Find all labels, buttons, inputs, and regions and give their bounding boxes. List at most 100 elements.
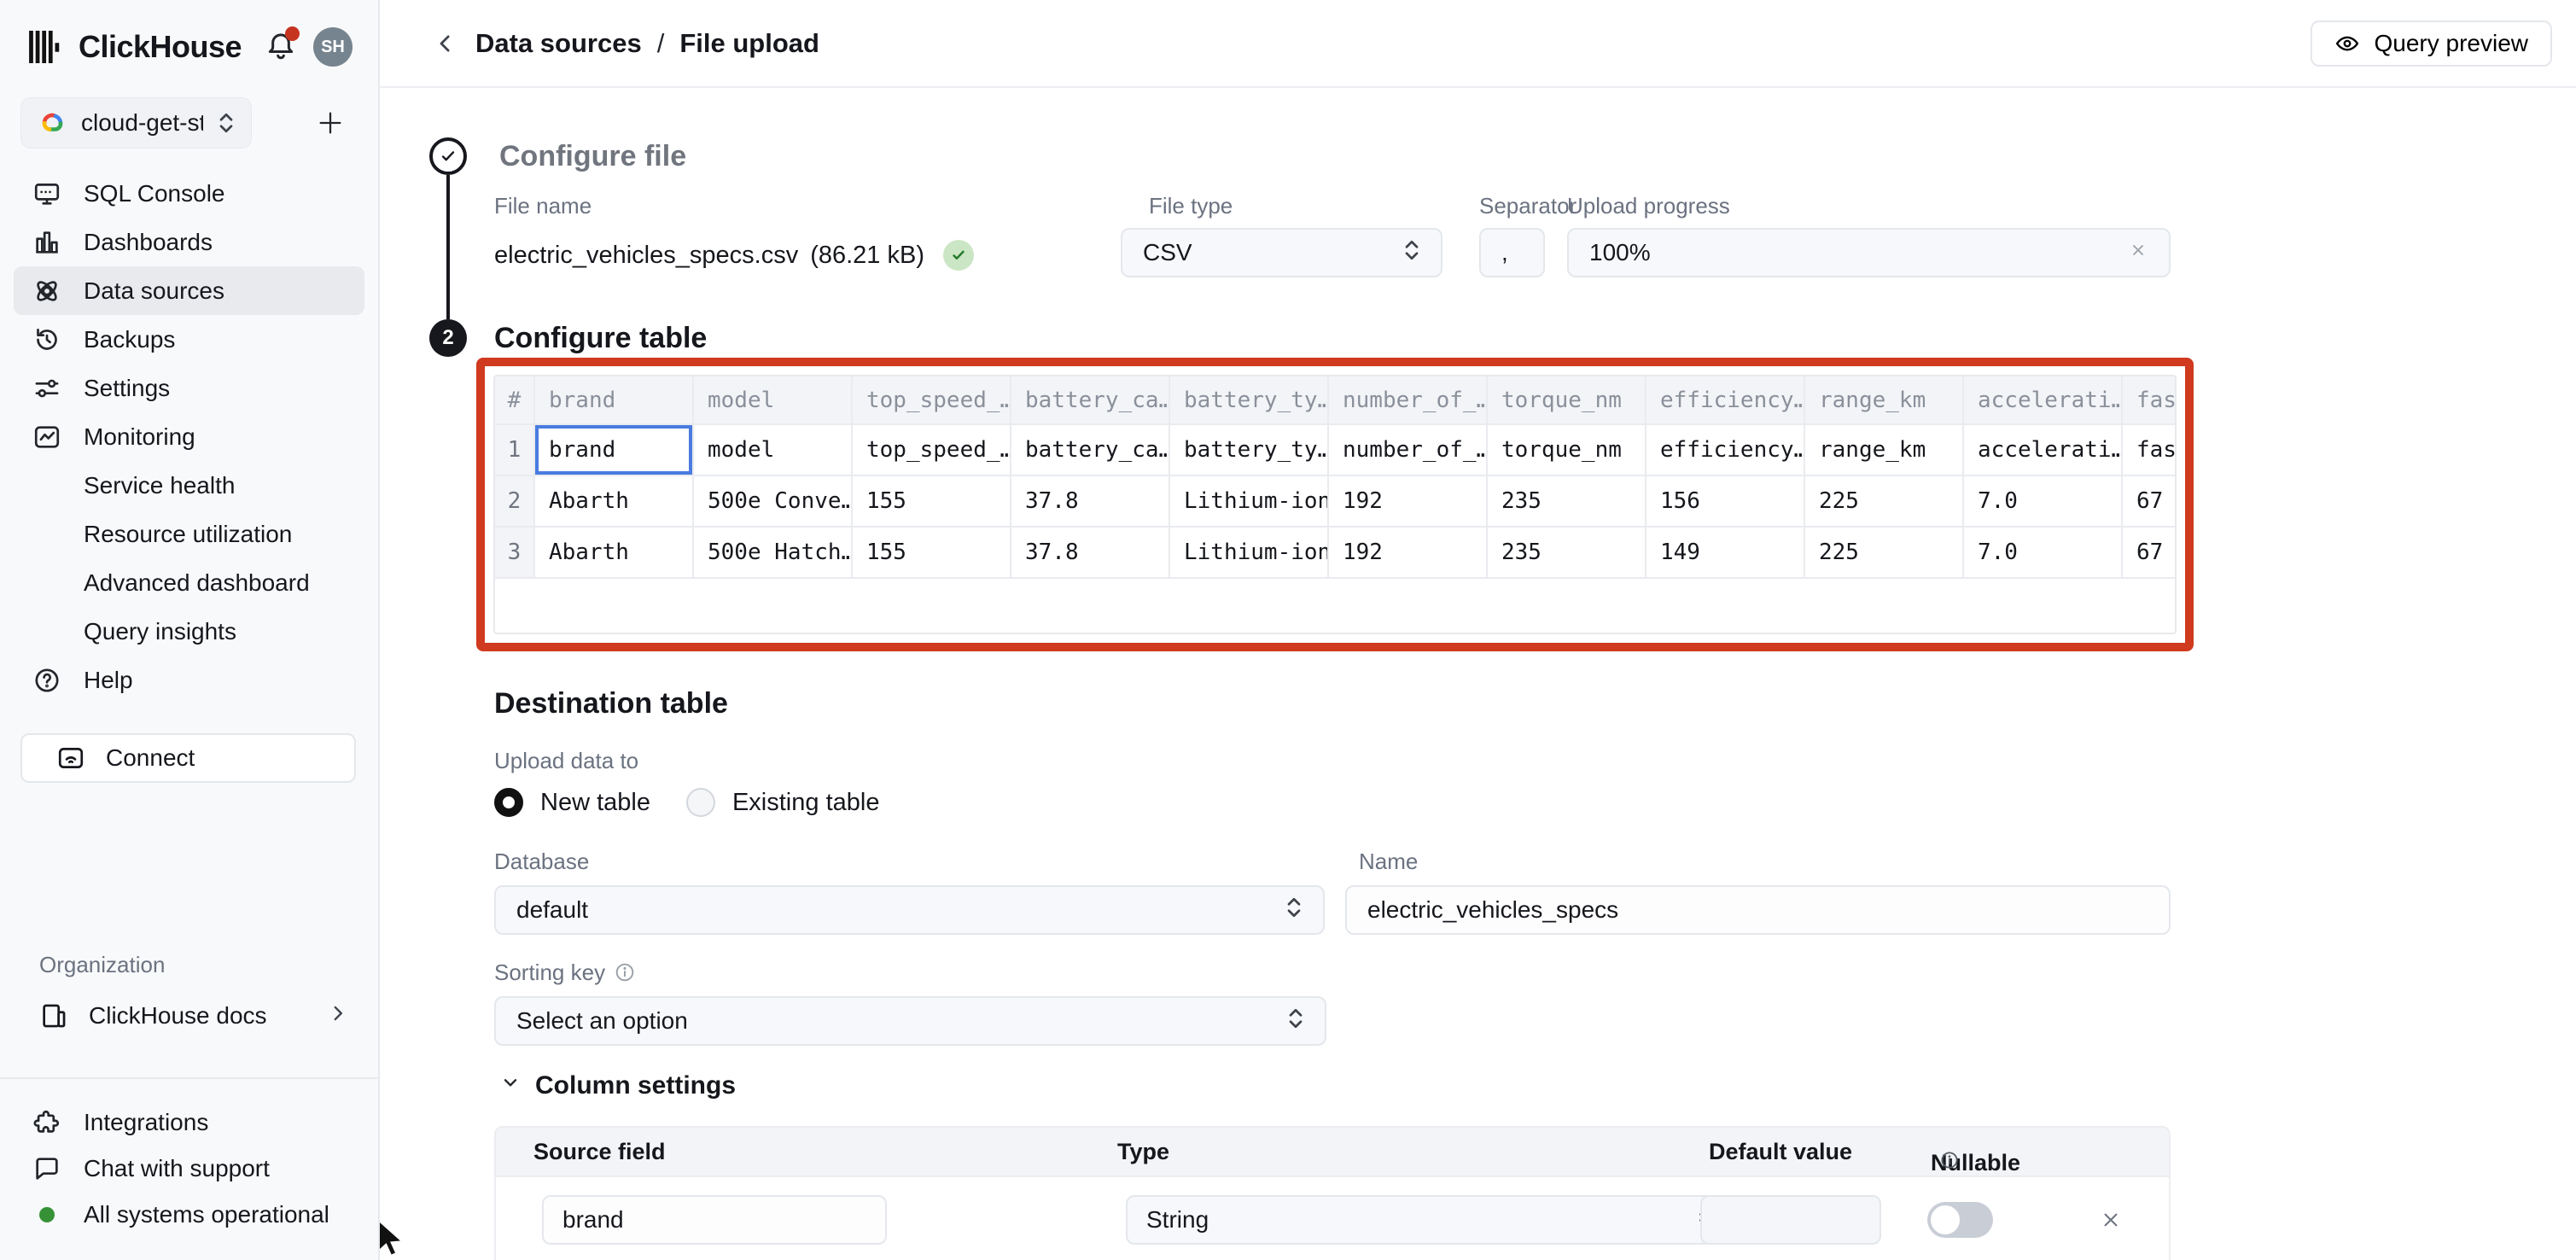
sidebar-item-dashboards[interactable]: Dashboards — [14, 218, 364, 266]
chevron-right-icon — [327, 1002, 349, 1030]
notifications-bell-icon[interactable] — [264, 26, 300, 64]
table-name-value: electric_vehicles_specs — [1367, 896, 1619, 923]
preview-row-number: 2 — [495, 475, 535, 528]
preview-cell: 7.0 — [1963, 475, 2123, 528]
step-1-complete-icon — [429, 137, 467, 175]
preview-cell: 500e Conve… — [693, 475, 853, 528]
upload-progress-input[interactable]: 100% — [1567, 228, 2171, 277]
breadcrumb: Data sources / File upload — [475, 28, 819, 59]
sidebar-item-query-insights[interactable]: Query insights — [14, 607, 364, 656]
sidebar-item-label: Monitoring — [84, 423, 195, 450]
preview-column-header: torque_nm — [1487, 376, 1646, 425]
preview-row-number: 1 — [495, 424, 535, 476]
avatar[interactable]: SH — [313, 27, 353, 67]
sidebar-item-sql-console[interactable]: SQL Console — [14, 169, 364, 218]
preview-cell[interactable]: torque_nm — [1487, 424, 1646, 476]
separator-input[interactable]: , — [1479, 228, 1545, 277]
breadcrumb-data-sources[interactable]: Data sources — [475, 27, 642, 58]
system-status-item[interactable]: All systems operational — [14, 1192, 364, 1238]
nullable-toggle[interactable] — [1927, 1202, 1993, 1238]
sidebar-nav: SQL Console Dashboards Data sources Back… — [14, 169, 364, 704]
integrations-item[interactable]: Integrations — [14, 1100, 364, 1146]
service-selector[interactable]: cloud-get-sta... — [20, 97, 252, 149]
integrations-label: Integrations — [84, 1109, 209, 1135]
chat-with-support-item[interactable]: Chat with support — [14, 1146, 364, 1192]
new-table-radio[interactable] — [494, 788, 523, 817]
clickhouse-docs-item[interactable]: ClickHouse docs — [39, 992, 349, 1040]
sidebar-item-label: Settings — [84, 374, 171, 401]
preview-cell: 235 — [1487, 527, 1646, 579]
query-preview-label: Query preview — [2374, 29, 2528, 56]
preview-column-header: brand — [534, 376, 694, 425]
preview-cell: 67 — [2122, 527, 2175, 579]
step-2-badge: 2 — [429, 319, 467, 357]
preview-cell[interactable]: range_km — [1804, 424, 1964, 476]
existing-table-label[interactable]: Existing table — [731, 788, 880, 816]
unread-notification-dot — [285, 26, 300, 41]
separator-value: , — [1501, 239, 1508, 265]
file-type-label: File type — [1149, 193, 1233, 219]
add-service-button[interactable] — [312, 104, 349, 142]
new-table-label[interactable]: New table — [540, 788, 650, 816]
preview-cell[interactable]: number_of_… — [1328, 424, 1488, 476]
toggle-knob — [1931, 1205, 1960, 1234]
query-preview-button[interactable]: Query preview — [2311, 20, 2552, 67]
sidebar-item-advanced-dashboard[interactable]: Advanced dashboard — [14, 558, 364, 607]
preview-cell[interactable]: brand — [534, 424, 694, 476]
upload-progress-value: 100% — [1589, 239, 1651, 265]
monitoring-icon — [31, 423, 63, 452]
preview-column-header: number_of_… — [1328, 376, 1488, 425]
source-field-input[interactable]: brand — [542, 1195, 887, 1245]
breadcrumb-file-upload: File upload — [679, 27, 819, 58]
sorting-key-select[interactable]: Select an option — [494, 996, 1326, 1046]
preview-cell[interactable]: model — [693, 424, 853, 476]
sidebar-item-service-health[interactable]: Service health — [14, 461, 364, 510]
preview-cell: Abarth — [534, 475, 694, 528]
preview-cell[interactable]: efficiency… — [1646, 424, 1805, 476]
remove-column-icon[interactable] — [2099, 1208, 2123, 1232]
sidebar-item-label: Service health — [84, 471, 236, 499]
preview-cell: 192 — [1328, 527, 1488, 579]
info-icon — [1939, 1150, 1961, 1172]
status-label: All systems operational — [84, 1201, 329, 1228]
sidebar-item-data-sources[interactable]: Data sources — [14, 266, 364, 315]
sidebar-footer: Integrations Chat with support All syste… — [0, 1079, 378, 1260]
preview-rownum-header: # — [495, 376, 535, 425]
sidebar-item-settings[interactable]: Settings — [14, 364, 364, 412]
connect-button[interactable]: Connect — [20, 733, 356, 783]
table-preview-highlight: # brand model top_speed_… battery_ca… battery… — [476, 358, 2194, 651]
default-value-input[interactable] — [1700, 1195, 1881, 1245]
dashboards-icon — [31, 228, 63, 257]
sidebar-item-monitoring[interactable]: Monitoring — [14, 412, 364, 461]
preview-cell[interactable]: battery_ca… — [1011, 424, 1170, 476]
preview-column-header: top_speed_… — [852, 376, 1011, 425]
table-name-input[interactable]: electric_vehicles_specs — [1345, 885, 2171, 935]
sidebar-item-backups[interactable]: Backups — [14, 315, 364, 364]
clear-icon[interactable] — [2128, 239, 2148, 266]
back-button[interactable] — [433, 29, 462, 58]
preview-cell[interactable]: accelerati… — [1963, 424, 2123, 476]
column-settings-toggle[interactable]: Column settings — [499, 1071, 736, 1100]
sidebar-item-help[interactable]: Help — [14, 656, 364, 704]
preview-cell[interactable]: battery_ty… — [1169, 424, 1329, 476]
preview-row: 2 Abarth 500e Conve… 155 37.8 Lithium-ion 192 2… — [495, 475, 2175, 528]
file-type-select[interactable]: CSV — [1121, 228, 1442, 277]
column-settings-table: Source field Type Default value Nullable… — [494, 1126, 2171, 1260]
preview-cell[interactable]: fast_cha — [2122, 424, 2175, 476]
preview-cell: 225 — [1804, 475, 1964, 528]
organization-label: Organization — [39, 952, 166, 977]
preview-column-header: model — [693, 376, 853, 425]
sidebar-item-resource-utilization[interactable]: Resource utilization — [14, 510, 364, 558]
type-select[interactable]: String — [1126, 1195, 1734, 1245]
database-select[interactable]: default — [494, 885, 1325, 935]
existing-table-radio[interactable] — [685, 788, 715, 817]
upload-progress-label: Upload progress — [1567, 193, 1730, 219]
preview-cell[interactable]: top_speed_… — [852, 424, 1011, 476]
file-name: electric_vehicles_specs.csv — [494, 241, 799, 269]
preview-cell: 67 — [2122, 475, 2175, 528]
column-settings-row: brand String — [496, 1177, 2169, 1260]
eye-icon — [2336, 36, 2359, 50]
connect-icon — [58, 748, 84, 768]
settings-icon — [31, 374, 63, 403]
